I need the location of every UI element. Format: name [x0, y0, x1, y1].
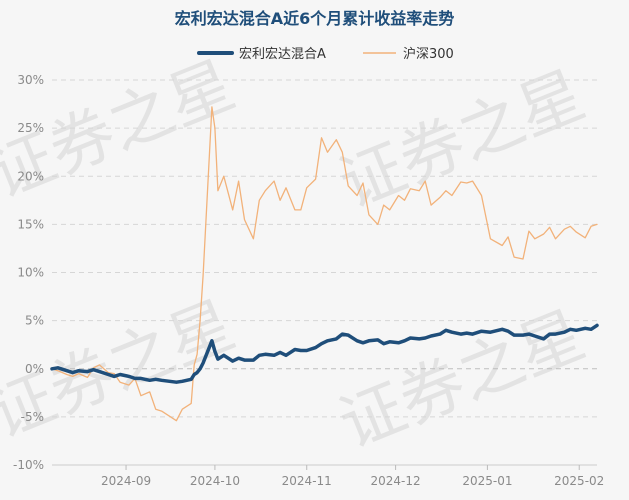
x-tick-label: 2025-01: [462, 474, 512, 488]
watermark-text: 证券之星: [330, 58, 595, 223]
y-tick-label: 5%: [25, 314, 44, 328]
chart-title: 宏利宏达混合A近6个月累计收益率走势: [175, 9, 455, 28]
y-tick-label: 10%: [17, 266, 44, 280]
series-lines: [50, 106, 599, 422]
series-line-index: [51, 106, 598, 422]
legend-label-fund: 宏利宏达混合A: [239, 47, 326, 62]
x-tick-label: 2024-11: [282, 474, 332, 488]
legend-item-fund[interactable]: 宏利宏达混合A: [197, 47, 326, 62]
x-tick-label: 2024-09: [101, 474, 151, 488]
y-tick-label: -5%: [21, 410, 44, 424]
legend: 宏利宏达混合A 沪深300: [197, 46, 454, 62]
y-tick-label: 15%: [17, 217, 44, 231]
y-tick-label: 20%: [17, 169, 44, 183]
y-tick-label: 30%: [17, 73, 44, 87]
grid-lines: [52, 79, 597, 466]
x-tick-label: 2024-12: [371, 474, 421, 488]
y-tick-label: 0%: [25, 362, 44, 376]
x-tick-label: 2025-02: [554, 474, 604, 488]
y-tick-label: -10%: [13, 458, 44, 472]
y-tick-label: 25%: [17, 121, 44, 135]
axes: 30% 25% 20% 15% 10% 5% 0% -5% -10% 2024-09 2024-10…: [13, 73, 604, 488]
series-line-fund: [50, 323, 599, 384]
watermark-text: 证券之星: [330, 298, 595, 463]
x-tick-label: 2024-10: [190, 474, 240, 488]
legend-label-index: 沪深300: [403, 46, 454, 62]
legend-item-index[interactable]: 沪深300: [363, 46, 454, 62]
